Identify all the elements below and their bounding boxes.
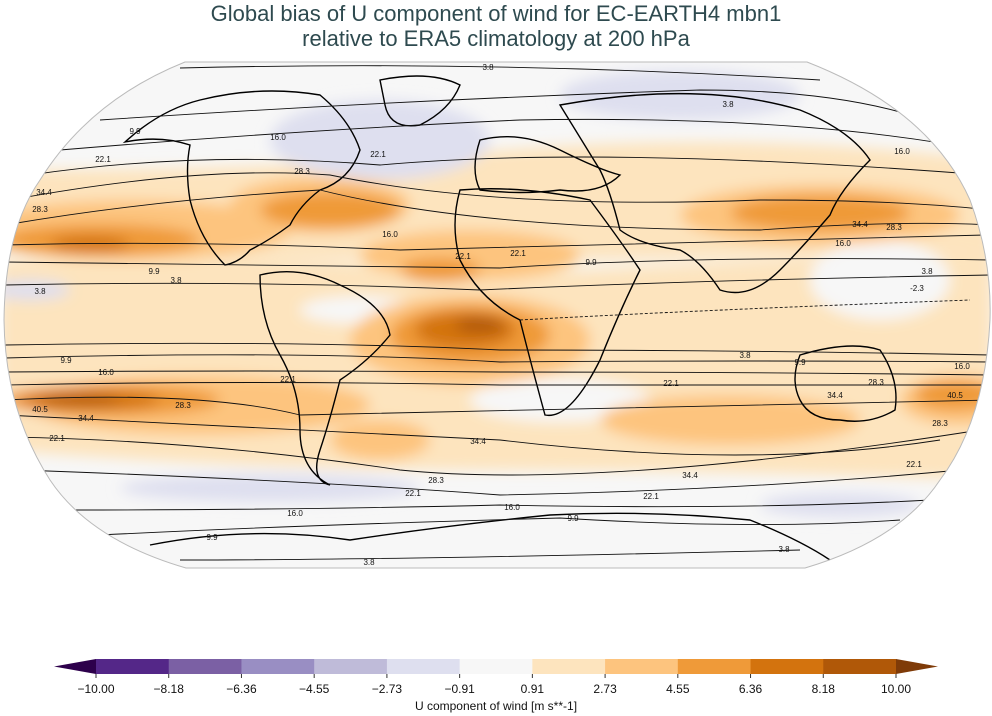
map-boundary [3,61,991,569]
colorbar-tick-label: −0.91 [444,682,475,696]
colorbar-tick-label: −2.73 [371,682,403,696]
contour-label: 34.4 [827,391,843,400]
contour-label: 16.0 [382,230,398,239]
contour-label: 28.3 [294,167,310,176]
colorbar-segment [459,659,533,674]
contour-label: 34.4 [682,471,698,480]
contour-label: 16.0 [98,368,114,377]
colorbar-tick-label: −10.00 [77,682,115,696]
colorbar-segment [386,659,461,674]
chart-title-line-1: Global bias of U component of wind for E… [210,1,782,26]
contour-label: 28.3 [32,205,48,214]
contour-label: 34.4 [852,220,868,229]
contour-label: 28.3 [886,223,902,232]
contour-label: 9.9 [585,258,597,267]
contour-label: 22.1 [280,375,296,384]
contour-label: 9.9 [129,127,141,136]
colorbar-title: U component of wind [m s**-1] [414,699,578,713]
contour-label: 3.8 [739,351,751,360]
colorbar-tick-label: 6.36 [738,682,763,696]
contour-label: 3.8 [363,558,375,567]
contour-lines [4,65,991,561]
contour-label: 22.1 [405,489,421,498]
colorbar-segment [823,659,897,674]
contour-label: 3.8 [921,267,933,276]
contour-label: 40.5 [947,391,963,400]
contour-label: 22.1 [663,379,679,388]
contour-label: 9.9 [206,533,218,542]
contour-label: 16.0 [894,147,910,156]
colorbar-segment [677,659,752,674]
coastlines [122,75,897,561]
contour-label: 22.1 [95,155,111,164]
contour-label: 22.1 [49,434,65,443]
colorbar-tick-label: −8.18 [153,682,184,696]
contour-label: 3.8 [778,545,790,554]
contour-label: 28.3 [932,419,948,428]
colorbar [54,659,938,678]
contour-label: 3.8 [722,100,734,109]
contour-label: 34.4 [470,437,486,446]
contour-label: 22.1 [643,492,659,501]
contour-label: 9.9 [567,514,579,523]
contour-label: 9.9 [60,356,72,365]
contour-label: 3.8 [170,276,182,285]
contour-label: 28.3 [175,401,191,410]
contour-label: 40.5 [32,405,48,414]
colorbar-tick-label: 0.91 [520,682,545,696]
contour-label: 22.1 [370,150,386,159]
colorbar-tick-label: −4.55 [298,682,330,696]
contour-labels: 3.8 3.8 9.9 16.0 22.1 16.0 22.1 28.3 34.4 28.3 34.… [32,63,970,567]
contour-label: 16.0 [504,503,520,512]
contour-label: 22.1 [510,249,526,258]
contour-label: 28.3 [428,476,444,485]
colorbar-extend-min [54,659,96,674]
contour-label: 9.9 [148,267,160,276]
contour-label: 22.1 [455,252,471,261]
contour-label: 16.0 [270,133,286,142]
contour-label: 3.8 [482,63,494,72]
colorbar-tick-label: 4.55 [666,682,690,696]
contour-label: 28.3 [868,378,884,387]
chart-title: Global bias of U component of wind for E… [0,0,992,51]
colorbar-segment [168,659,242,674]
colorbar-tick-label: −6.36 [226,682,257,696]
colorbar-tick-label: 2.73 [593,682,617,696]
colorbar-segment [605,659,679,674]
colorbar-segment [241,659,315,674]
contour-label: 34.4 [36,188,52,197]
contour-label: -2.3 [910,284,924,293]
colorbar-segment [532,659,606,674]
colorbar-segment [96,659,170,674]
colorbar-segment [750,659,824,674]
contour-label: 9.9 [794,358,806,367]
colorbar-segment [314,659,388,674]
contour-label: 34.4 [78,414,94,423]
contour-label: 22.1 [906,460,922,469]
bias-field [4,62,991,568]
chart-title-line-2: relative to ERA5 climatology at 200 hPa [302,26,690,51]
contour-label: 16.0 [835,239,851,248]
colorbar-tick-label: 10.00 [880,682,912,696]
contour-label: 16.0 [287,509,303,518]
contour-label: 3.8 [34,287,46,296]
contour-label: 16.0 [954,362,970,371]
colorbar-extend-max [896,659,938,674]
colorbar-tick-label: 8.18 [811,682,835,696]
